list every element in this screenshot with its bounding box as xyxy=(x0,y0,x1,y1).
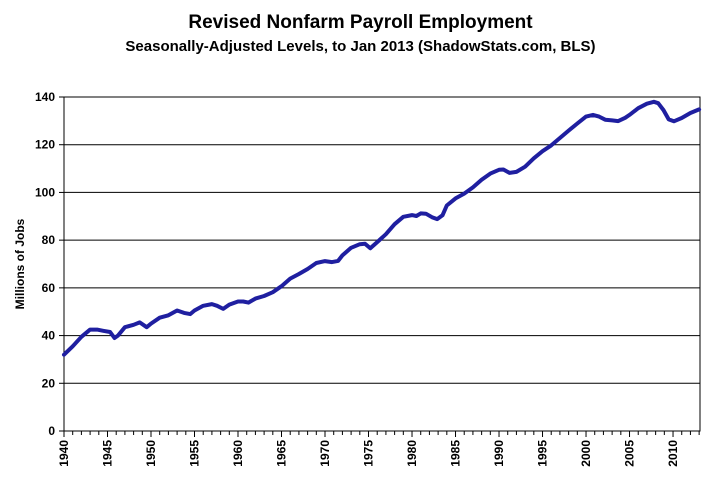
chart-subtitle: Seasonally-Adjusted Levels, to Jan 2013 … xyxy=(125,38,596,55)
x-tick-label: 1990 xyxy=(492,440,506,467)
x-tick-label: 1970 xyxy=(318,440,332,467)
x-tick-label: 1965 xyxy=(275,440,289,467)
x-tick-label: 1980 xyxy=(405,440,419,467)
y-axis: 0 20 40 60 80 100 120 140 xyxy=(35,90,64,438)
y-tick-label: 60 xyxy=(42,281,56,295)
x-tick-label: 2005 xyxy=(623,440,637,467)
x-tick-label: 1975 xyxy=(362,440,376,467)
x-tick-label: 2010 xyxy=(666,440,680,467)
x-tick-label: 1940 xyxy=(57,440,71,467)
x-tick-label: 1985 xyxy=(449,440,463,467)
y-tick-label: 20 xyxy=(42,376,56,390)
x-tick-label: 1995 xyxy=(536,440,550,467)
x-tick-label: 1960 xyxy=(231,440,245,467)
x-tick-label: 1950 xyxy=(144,440,158,467)
y-tick-label: 80 xyxy=(42,233,56,247)
series-line-payroll xyxy=(62,99,702,357)
plot-area-frame xyxy=(63,96,701,432)
x-tick-label: 2000 xyxy=(579,440,593,467)
y-axis-title: Millions of Jobs xyxy=(13,218,27,309)
y-tick-label: 140 xyxy=(35,90,55,104)
y-tick-label: 100 xyxy=(35,185,55,199)
y-tick-label: 120 xyxy=(35,138,55,152)
x-tick-label: 1945 xyxy=(101,440,115,467)
gridlines xyxy=(64,144,700,384)
x-axis: 1940 1945 1950 1955 1960 1965 1970 1975 1980 1985… xyxy=(57,431,700,467)
y-tick-label: 40 xyxy=(42,329,56,343)
x-tick-label: 1955 xyxy=(188,440,202,467)
chart-title: Revised Nonfarm Payroll Employment xyxy=(188,12,533,33)
y-tick-label: 0 xyxy=(48,424,55,438)
